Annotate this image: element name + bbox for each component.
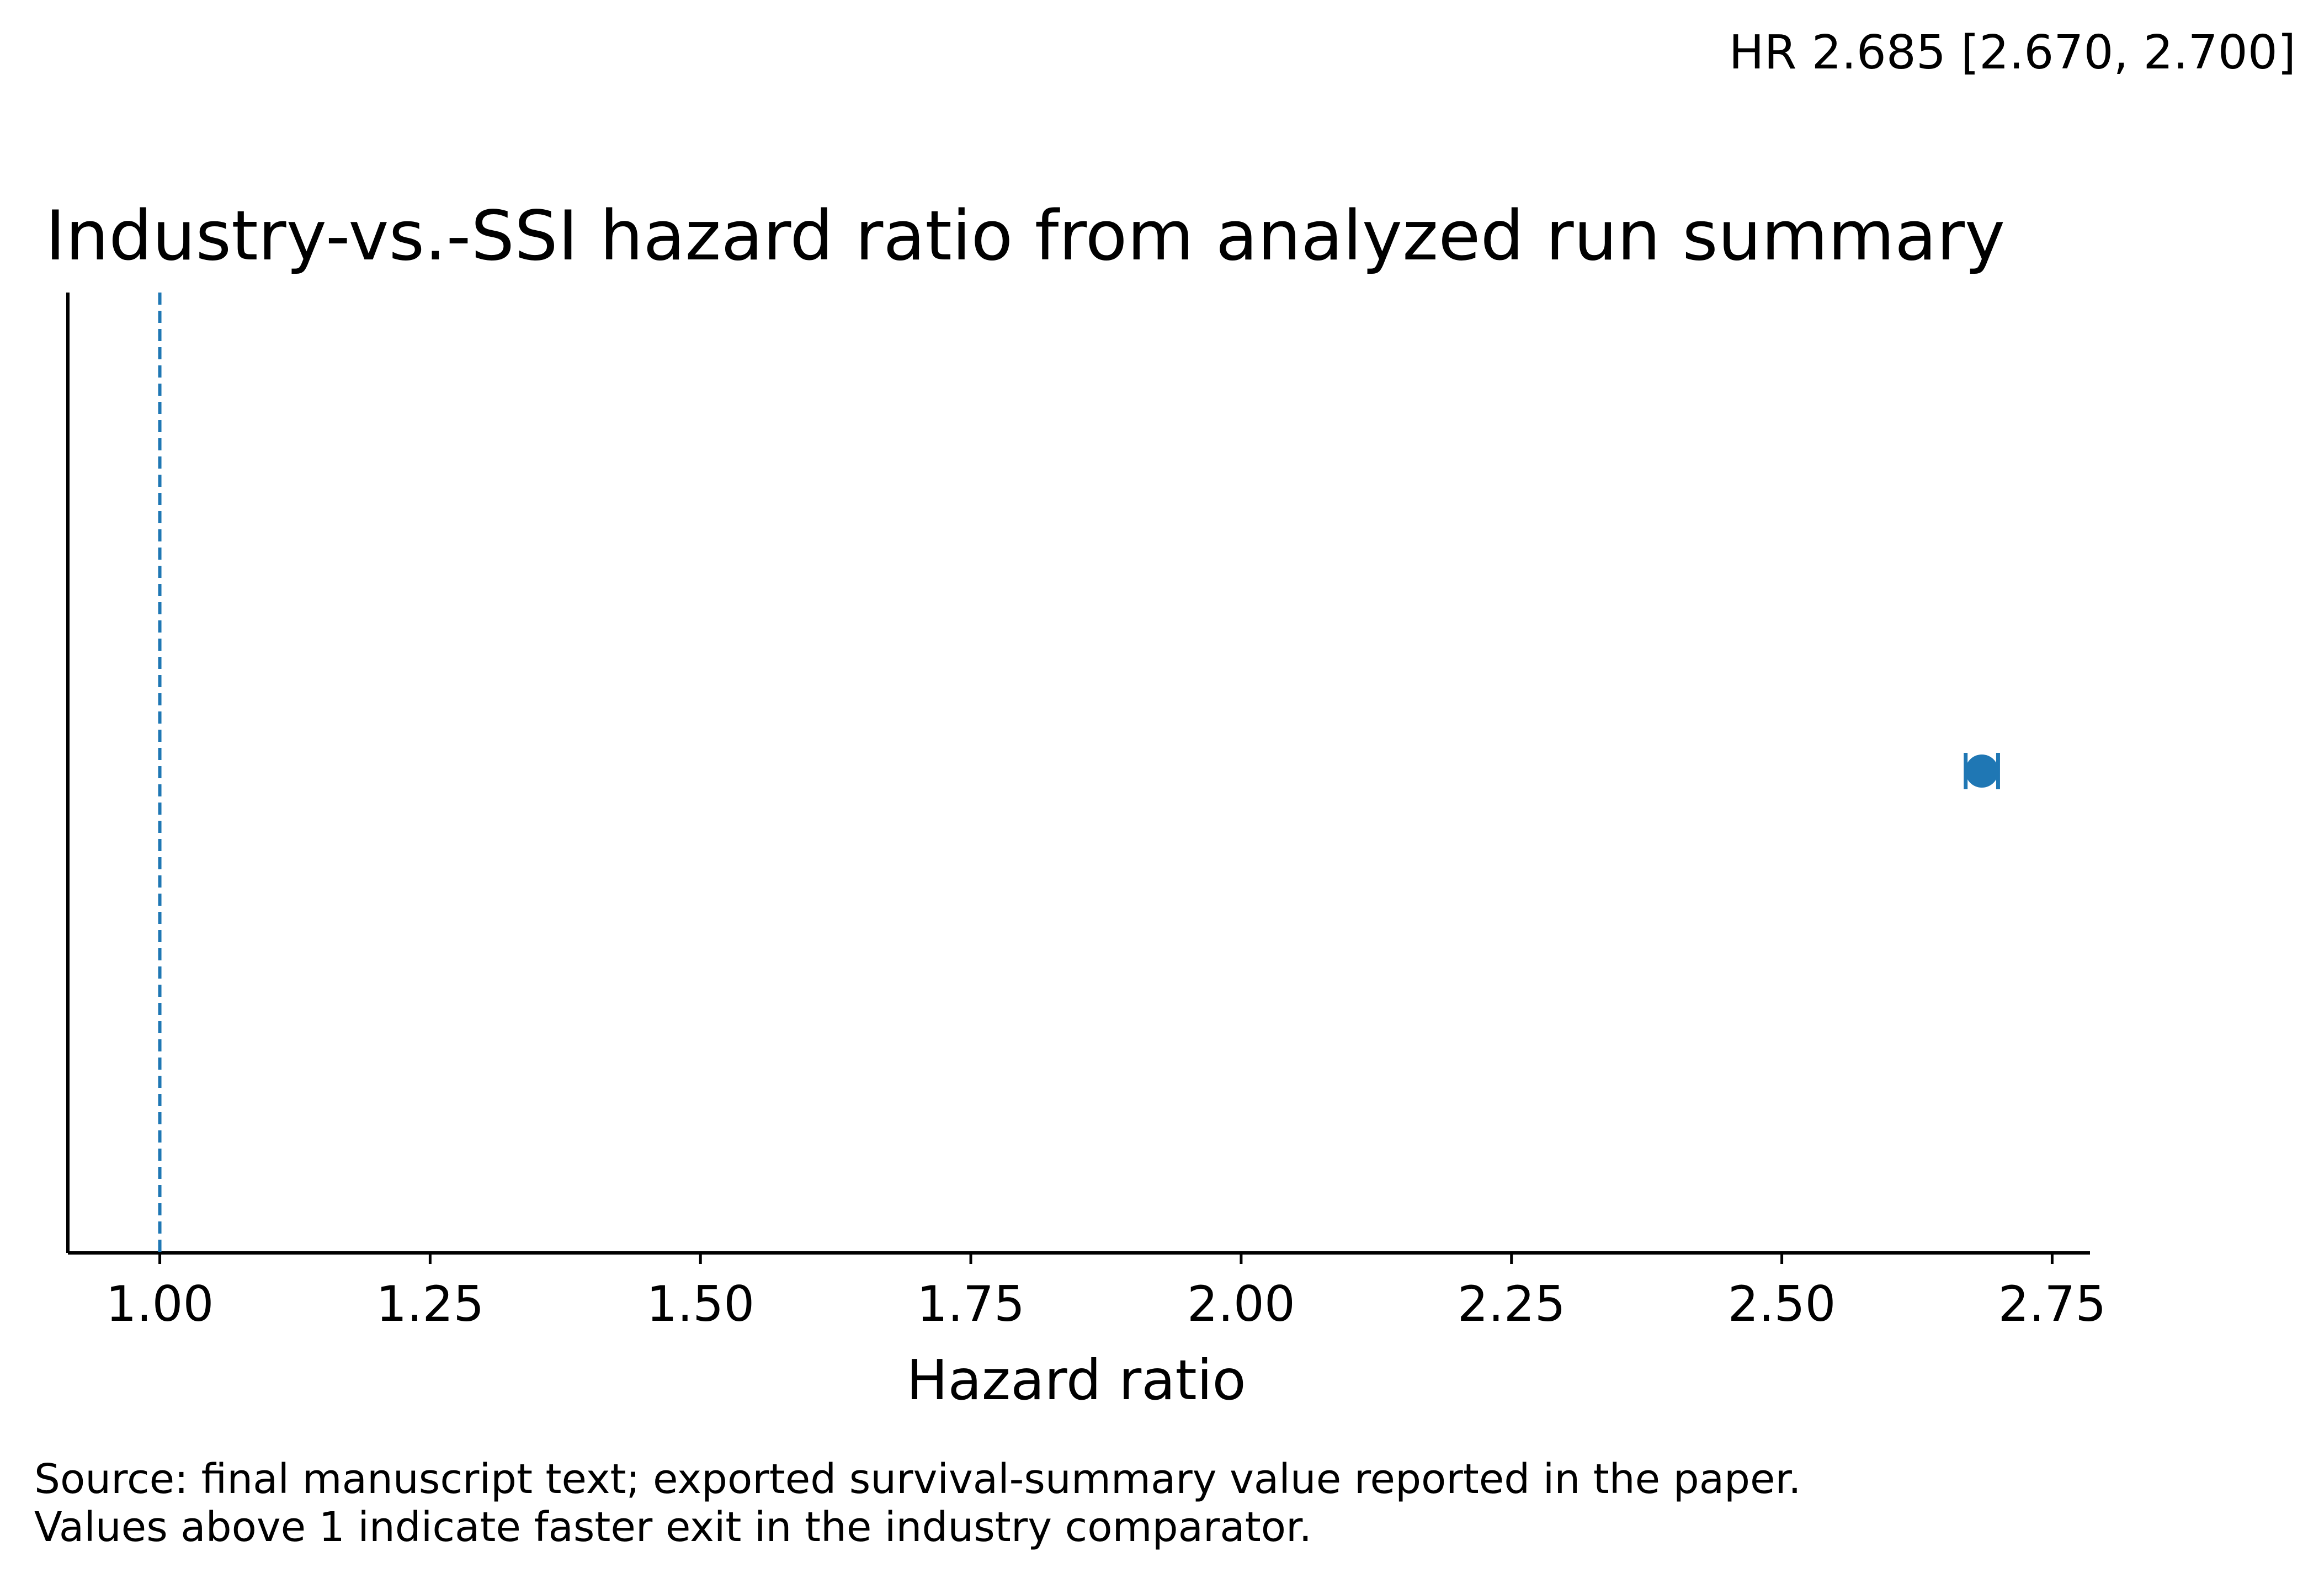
x-tick-label: 2.75 bbox=[1998, 1276, 2106, 1332]
chart-title: Industry-vs.-SSI hazard ratio from analy… bbox=[45, 196, 2005, 276]
source-note: Source: final manuscript text; exported … bbox=[34, 1455, 1801, 1503]
x-tick-label: 1.25 bbox=[376, 1276, 484, 1332]
hazard-ratio-point bbox=[1965, 755, 1999, 788]
x-tick-label: 2.25 bbox=[1458, 1276, 1566, 1332]
interpretation-note: Values above 1 indicate faster exit in t… bbox=[34, 1503, 1312, 1551]
x-tick-label: 2.50 bbox=[1728, 1276, 1836, 1332]
plot-area: 1.00 1.25 1.50 1.75 2.00 2.25 2.50 2.75 bbox=[66, 293, 2106, 1332]
annotation-text: HR 2.685 [2.670, 2.700] bbox=[1729, 25, 2296, 80]
x-tick-label: 1.75 bbox=[917, 1276, 1025, 1332]
x-tick-label: 1.00 bbox=[106, 1276, 214, 1332]
x-tick-label: 2.00 bbox=[1187, 1276, 1295, 1332]
x-axis-label: Hazard ratio bbox=[906, 1348, 1246, 1412]
x-tick-label: 1.50 bbox=[646, 1276, 754, 1332]
